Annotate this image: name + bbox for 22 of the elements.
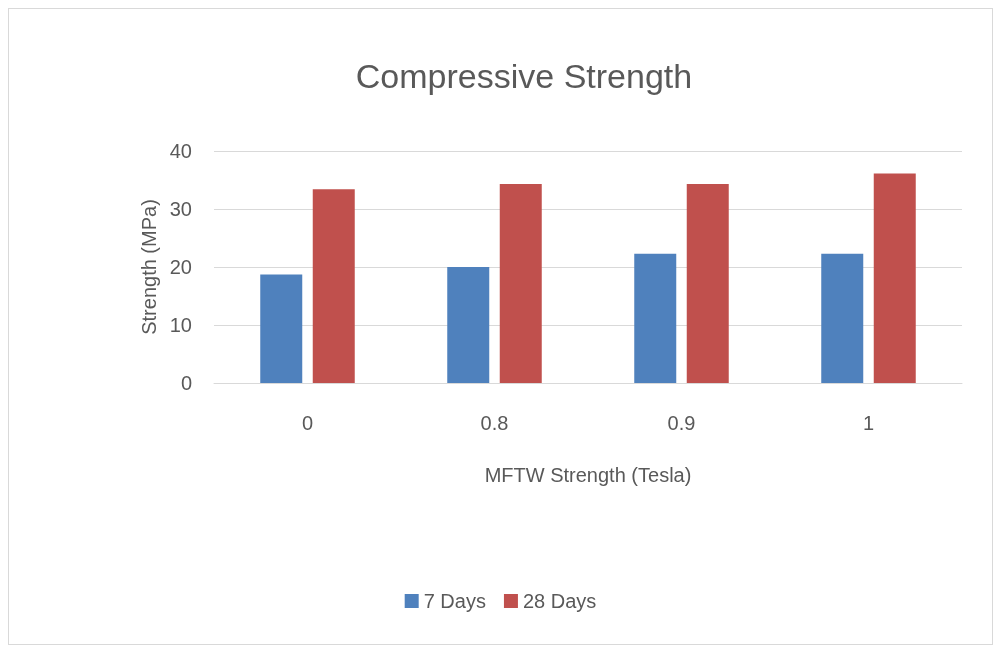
y-axis-title: Strength (MPa) [137,199,160,335]
y-tick-label: 30 [169,198,192,220]
bar [447,267,490,383]
x-axis-title: MFTW Strength (Tesla) [484,464,692,486]
y-tick-label: 0 [180,372,192,394]
bar [634,253,677,383]
bar [686,184,729,383]
bar [873,173,916,383]
bar [499,184,542,383]
bar [821,253,864,383]
x-tick-label: 0.9 [667,412,696,434]
x-tick-label: 1 [862,412,875,434]
legend-label: 7 Days [423,590,486,612]
x-tick-label: 0 [301,412,314,434]
x-tick-label: 0.8 [480,412,509,434]
legend-label: 28 Days [522,590,597,612]
bar [312,189,355,383]
bar [260,274,303,383]
chart-title: Compressive Strength [355,57,693,95]
y-tick-label: 10 [169,314,192,336]
y-tick-label: 40 [169,140,192,162]
y-tick-label: 20 [169,256,192,278]
